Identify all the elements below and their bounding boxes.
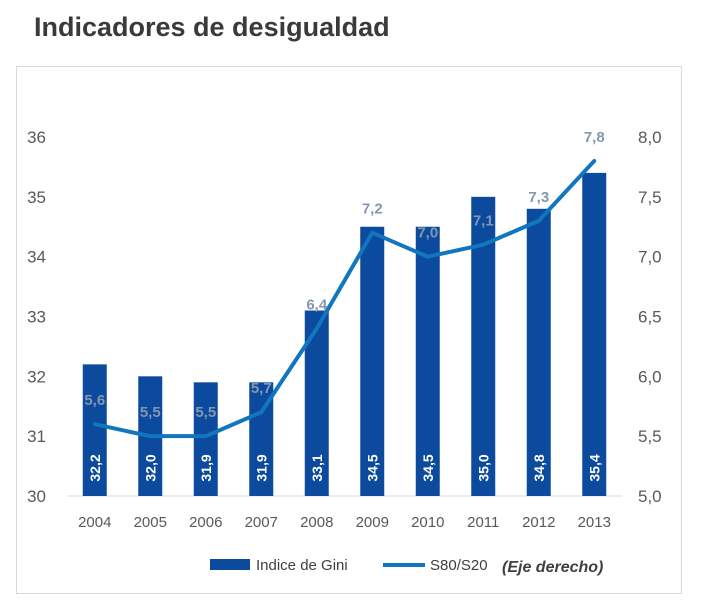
x-tick-label: 2011 (467, 514, 499, 531)
y-right-tick-label: 6,0 (638, 367, 662, 386)
x-tick-label: 2004 (78, 514, 111, 531)
legend-label-s80s20: S80/S20 (430, 557, 488, 574)
gini-bar (415, 226, 440, 496)
legend-label-gini: Indice de Gini (256, 557, 348, 574)
s80s20-line-group (92, 158, 597, 439)
gini-bar-label: 34,5 (420, 454, 436, 481)
x-tick-label: 2010 (411, 514, 444, 531)
y-axis-right: 5,0 5,5 6,0 6,5 7,0 7,5 8,0 (638, 128, 662, 506)
s80s20-label: 5,5 (195, 404, 216, 421)
x-tick-label: 2006 (189, 514, 222, 531)
gini-bar-label: 31,9 (253, 454, 269, 481)
y-left-tick-label: 35 (27, 188, 46, 207)
y-left-tick-label: 34 (27, 248, 46, 267)
s80s20-labels: 5,6 5,5 5,5 5,7 6,4 7,2 7,0 7,1 7,3 7,8 (84, 129, 604, 421)
x-tick-label: 2012 (522, 514, 555, 531)
y-right-tick-label: 7,5 (638, 188, 662, 207)
s80s20-label: 7,0 (417, 225, 438, 242)
gini-bar (82, 364, 107, 496)
y-left-tick-label: 36 (27, 128, 46, 147)
gini-bar-label: 32,2 (87, 454, 103, 481)
chart-title: Indicadores de desigualdad (34, 12, 390, 42)
s80s20-label: 7,8 (584, 129, 605, 146)
y-left-tick-label: 31 (27, 427, 46, 446)
gini-bar-label: 35,0 (475, 454, 491, 481)
gini-bar (526, 208, 551, 497)
gini-bar (193, 382, 218, 496)
gini-bar (582, 172, 607, 496)
y-left-tick-label: 30 (27, 487, 46, 506)
s80s20-label: 5,7 (251, 380, 272, 397)
x-axis: 2004 2005 2006 2007 2008 2009 2010 2011 2012 2013 (78, 514, 611, 531)
y-right-tick-label: 5,0 (638, 487, 662, 506)
gini-bar-label: 31,9 (198, 454, 214, 481)
chart-frame (16, 66, 682, 594)
gini-bars (82, 172, 607, 497)
y-right-tick-label: 6,5 (638, 308, 662, 327)
gini-bar (360, 226, 385, 496)
s80s20-label: 5,6 (84, 392, 105, 409)
x-tick-label: 2008 (300, 514, 333, 531)
legend-swatch-gini (210, 559, 250, 570)
x-tick-label: 2005 (134, 514, 167, 531)
legend: Indice de Gini S80/S20 (Eje derecho) (210, 557, 603, 576)
s80s20-label: 6,4 (306, 296, 328, 313)
gini-bar-label: 34,5 (364, 454, 380, 481)
gini-bar-labels: 32,2 32,0 31,9 31,9 33,1 34,5 34,5 35,0 34,8 35,4 (87, 454, 603, 481)
s80s20-label: 7,1 (473, 213, 494, 230)
y-axis-left: 30 31 32 33 34 35 36 (27, 128, 46, 506)
gini-bar-label: 32,0 (142, 454, 158, 481)
y-right-tick-label: 8,0 (638, 128, 662, 147)
y-right-tick-label: 7,0 (638, 248, 662, 267)
y-left-tick-label: 32 (27, 367, 46, 386)
gini-bar-label: 33,1 (309, 454, 325, 481)
gini-bar-label: 35,4 (586, 454, 602, 481)
x-tick-label: 2009 (356, 514, 389, 531)
x-tick-label: 2007 (245, 514, 278, 531)
gini-bar-label: 34,8 (531, 454, 547, 481)
s80s20-label: 7,3 (528, 189, 549, 206)
x-tick-label: 2013 (578, 514, 611, 531)
y-left-tick-label: 33 (27, 308, 46, 327)
legend-note: (Eje derecho) (502, 559, 603, 576)
s80s20-label: 7,2 (362, 201, 383, 218)
y-right-tick-label: 5,5 (638, 427, 662, 446)
s80s20-label: 5,5 (140, 404, 161, 421)
s80s20-line (92, 158, 597, 439)
